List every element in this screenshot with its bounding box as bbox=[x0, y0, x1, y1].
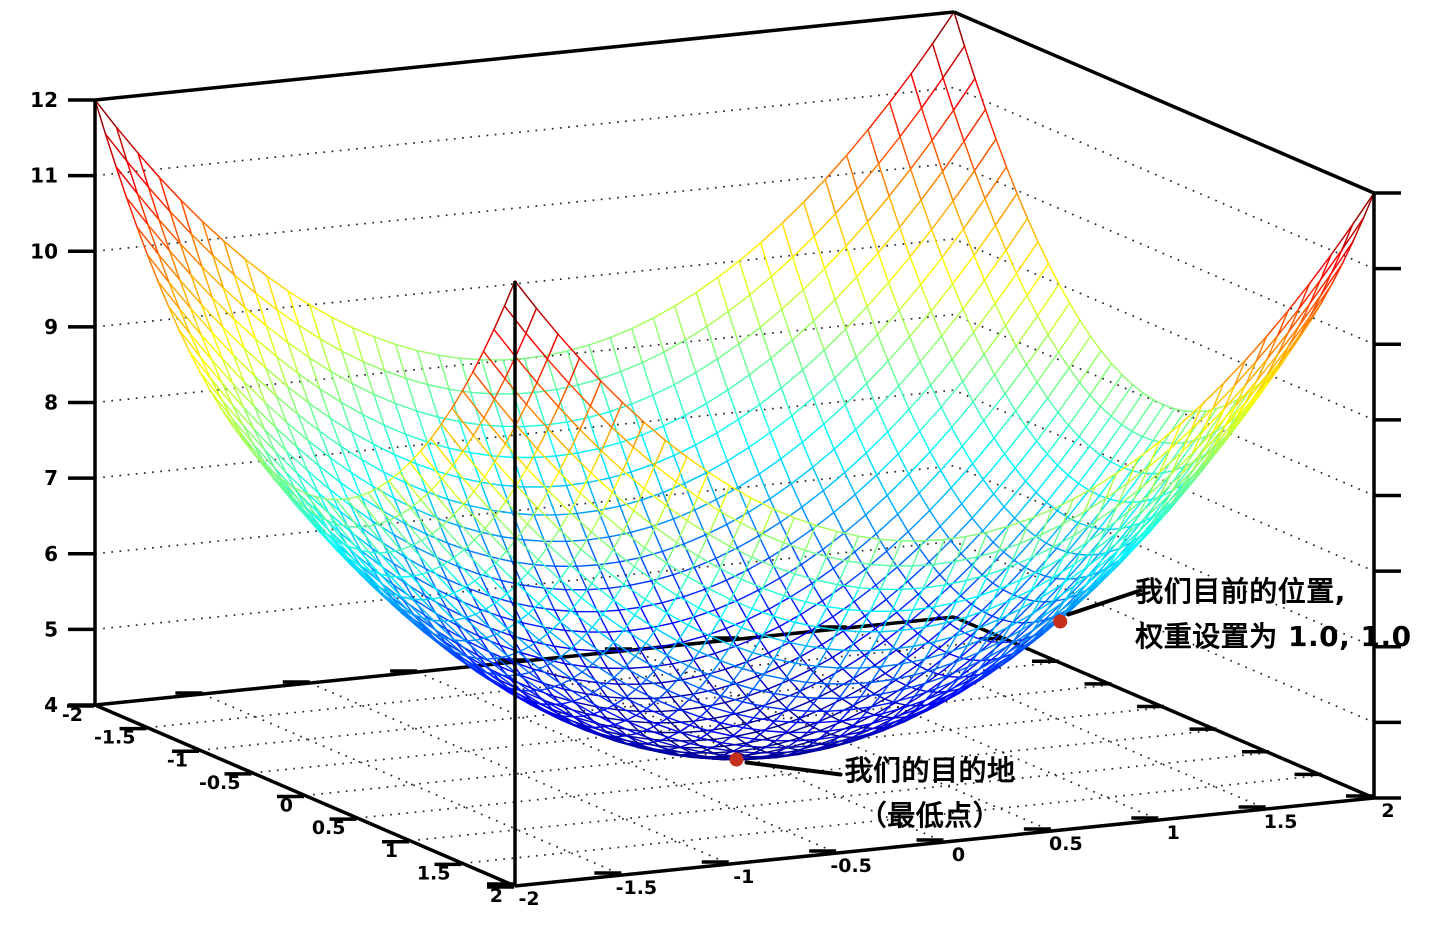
current-position-marker bbox=[1053, 614, 1068, 629]
y-tick-label: -1.5 bbox=[94, 727, 136, 749]
x-tick-label: 2 bbox=[1381, 800, 1394, 822]
annotation-destination-line1: 我们的目的地 bbox=[844, 753, 1016, 787]
destination-leader-line bbox=[744, 760, 843, 777]
x-tick-label: 0.5 bbox=[1049, 833, 1083, 855]
y-tick-label: 1 bbox=[385, 840, 398, 862]
destination-marker bbox=[729, 752, 744, 767]
x-tick-label: -1.5 bbox=[616, 877, 658, 899]
annotation-current-position-line1: 我们目前的位置, bbox=[1135, 574, 1346, 608]
y-tick-label: -0.5 bbox=[199, 772, 241, 794]
x-tick-label: 1 bbox=[1167, 822, 1180, 844]
y-tick-label: -2 bbox=[62, 704, 83, 726]
surface-mesh bbox=[94, 11, 1375, 761]
annotation-current-position: 我们目前的位置, 权重设置为 1.0, 1.0 bbox=[1135, 569, 1411, 659]
x-tick-label: 1.5 bbox=[1264, 811, 1298, 833]
z-tick-label: 5 bbox=[44, 617, 58, 641]
z-tick-label: 7 bbox=[44, 466, 58, 490]
y-tick-label: 1.5 bbox=[417, 862, 451, 884]
x-tick-label: -0.5 bbox=[830, 855, 872, 877]
x-tick-label: -1 bbox=[733, 866, 754, 888]
annotation-destination: 我们的目的地 （最低点） bbox=[845, 748, 1016, 838]
z-tick-label: 12 bbox=[30, 88, 58, 112]
x-tick-label: -2 bbox=[518, 888, 539, 910]
x-tick-label: 0 bbox=[952, 844, 965, 866]
y-tick-label: 0 bbox=[280, 795, 293, 817]
z-tick-label: 11 bbox=[30, 164, 58, 188]
z-tick-label: 10 bbox=[30, 239, 58, 263]
z-tick-label: 6 bbox=[44, 542, 58, 566]
z-tick-label: 9 bbox=[44, 315, 58, 339]
y-tick-label: -1 bbox=[167, 749, 188, 771]
axis-box bbox=[93, 10, 1376, 888]
annotation-destination-line2: （最低点） bbox=[858, 798, 1002, 832]
annotation-current-position-line2: 权重设置为 1.0, 1.0 bbox=[1135, 619, 1412, 653]
z-tick-label: 4 bbox=[44, 693, 58, 717]
current-position-leader-line bbox=[1066, 588, 1143, 617]
y-tick-label: 2 bbox=[490, 885, 503, 907]
annotation-markers bbox=[729, 588, 1143, 777]
y-tick-label: 0.5 bbox=[312, 817, 346, 839]
z-tick-label: 8 bbox=[44, 391, 58, 415]
